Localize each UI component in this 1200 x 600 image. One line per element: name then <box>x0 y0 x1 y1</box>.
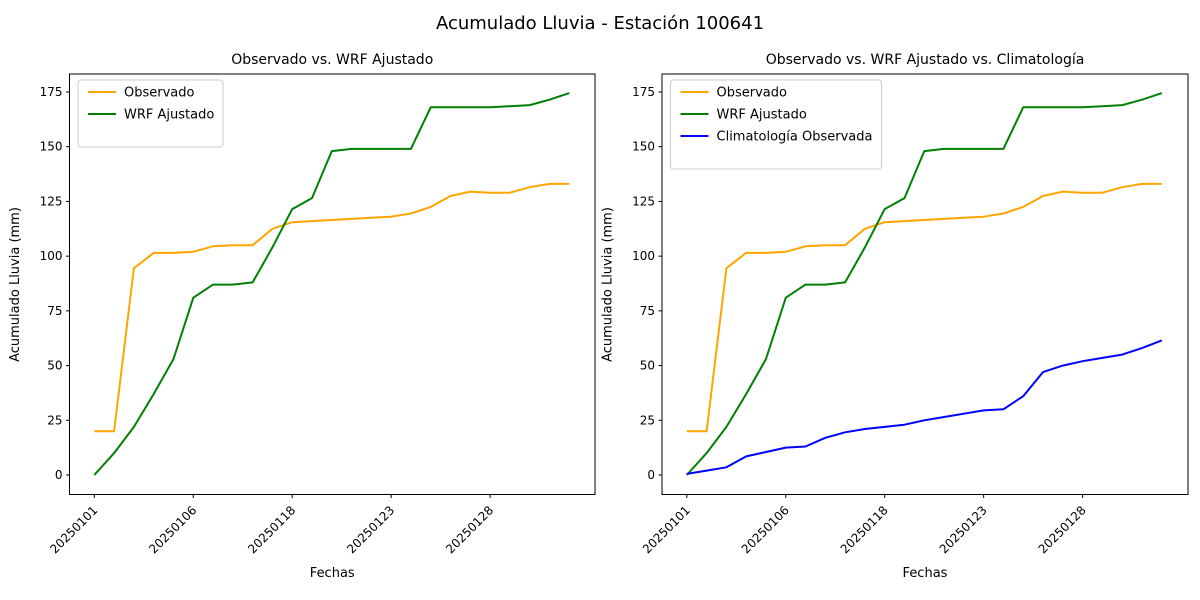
legend-label-wrf-ajustado: WRF Ajustado <box>717 108 807 123</box>
series-line-observado <box>94 182 570 433</box>
y-tick-label: 75 <box>640 304 655 318</box>
y-axis-label: Acumulado Lluvia (mm) <box>8 207 23 362</box>
x-tick-label: 20250118 <box>245 503 298 556</box>
subplot-title: Observado vs. WRF Ajustado vs. Climatolo… <box>766 52 1085 68</box>
y-tick-label: 175 <box>632 85 655 99</box>
x-tick-label: 20250128 <box>443 503 496 556</box>
y-axis-label: Acumulado Lluvia (mm) <box>601 207 616 362</box>
legend-box <box>77 79 224 148</box>
y-tick-label: 100 <box>632 249 655 263</box>
figure-title: Acumulado Lluvia - Estación 100641 <box>435 13 765 34</box>
y-tick-label: 150 <box>40 140 63 154</box>
axes-border <box>69 73 596 495</box>
legend-box <box>670 79 882 170</box>
x-tick-label: 20250118 <box>838 503 891 556</box>
subplot-title: Observado vs. WRF Ajustado <box>231 52 433 68</box>
y-tick-label: 100 <box>40 249 63 263</box>
y-tick-label: 0 <box>647 468 655 482</box>
x-tick-label: 20250101 <box>640 503 693 556</box>
y-tick-label: 125 <box>40 194 63 208</box>
legend: Observado WRF Ajustado Climatología Observ… <box>670 79 882 170</box>
axes-border <box>661 73 1189 495</box>
legend-label-wrf-ajustado: WRF Ajustado <box>124 108 214 123</box>
y-tick-label: 25 <box>47 413 62 427</box>
subplot-observado-vs-wrf-ajustado-vs-climatologia: Observado vs. WRF Ajustado vs. Climatolo… <box>601 52 1189 581</box>
y-tick-label: 150 <box>632 140 655 154</box>
series-line-wrf-ajustado <box>93 92 570 476</box>
y-tick-label: 0 <box>55 468 63 482</box>
y-tick-label: 125 <box>632 194 655 208</box>
series-line-observado <box>686 182 1162 433</box>
subplot-observado-vs-wrf-ajustado: Observado vs. WRF Ajustado 0 25 50 75 100 125 1… <box>8 52 596 581</box>
x-tick-label: 20250123 <box>344 503 397 556</box>
x-tick-label: 20250106 <box>739 503 792 556</box>
x-tick-label: 20250101 <box>47 503 100 556</box>
x-tick-label: 20250128 <box>1036 503 1089 556</box>
series-line-climatologia-observada <box>686 339 1163 475</box>
legend-label-climatologia-observada: Climatología Observada <box>717 130 873 145</box>
x-tick-label: 20250123 <box>937 503 990 556</box>
legend-label-observado: Observado <box>124 86 195 101</box>
y-tick-label: 50 <box>640 359 655 373</box>
y-tick-label: 75 <box>47 304 62 318</box>
y-tick-label: 175 <box>40 85 63 99</box>
legend-label-observado: Observado <box>717 86 788 101</box>
series-line-wrf-ajustado <box>686 92 1163 476</box>
y-tick-label: 50 <box>47 359 62 373</box>
y-tick-label: 25 <box>640 413 655 427</box>
legend: Observado WRF Ajustado <box>77 79 224 148</box>
x-tick-label: 20250106 <box>146 503 199 556</box>
x-axis-label: Fechas <box>903 566 948 581</box>
x-axis-label: Fechas <box>310 566 355 581</box>
